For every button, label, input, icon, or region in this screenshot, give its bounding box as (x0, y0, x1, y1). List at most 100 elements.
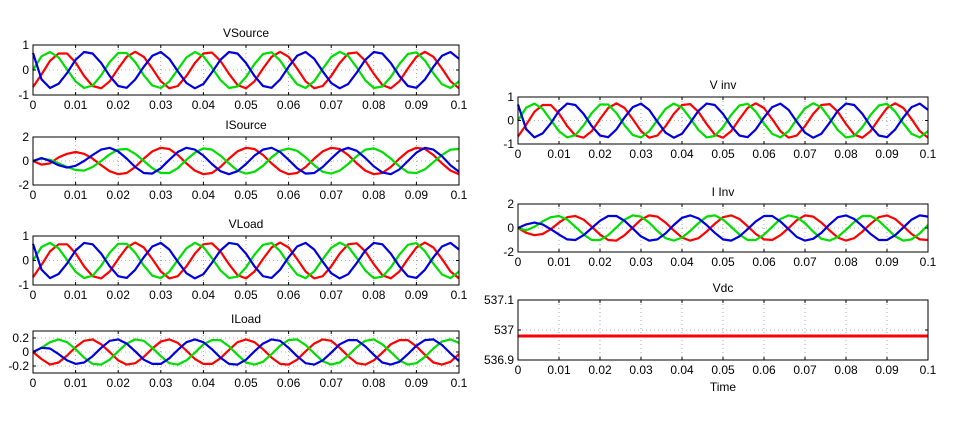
vload-x-tick-label: 0.01 (64, 288, 88, 302)
chart-vload: 0 0.01 0.02 0.03 0.04 0.05 0.06 0.07 0.08 0.09 0.1… (18, 217, 467, 302)
isource-y-tick-label: -2 (18, 178, 29, 192)
vinv-x-tick-label: 0.06 (752, 147, 776, 161)
iinv-x-tick-label: 0.08 (834, 255, 858, 269)
vinv-series-3-line (516, 102, 929, 139)
iinv-x-tick-label: 0.09 (875, 255, 899, 269)
isource-x-tick-label: 0.07 (320, 188, 344, 202)
vsource-x-tick-label: 0.07 (320, 98, 344, 112)
vdc-title: Vdc (713, 281, 734, 295)
vsource-x-tick-label: 0.05 (234, 98, 258, 112)
chart-vinv: 0 0.01 0.02 0.03 0.04 0.05 0.06 0.07 0.08 0.09 0.1… (503, 78, 936, 161)
isource-title: ISource (225, 118, 267, 132)
vinv-x-tick-label: 0.07 (793, 147, 817, 161)
vload-x-tick-label: 0.04 (192, 288, 216, 302)
iinv-series-1-line (517, 214, 929, 242)
vinv-y-tick-label: 1 (507, 90, 514, 104)
vinv-y-tick-label: -1 (503, 137, 514, 151)
vload-x-tick-label: 0.05 (234, 288, 258, 302)
vsource-x-tick-label: 0.08 (362, 98, 386, 112)
iload-x-tick-label: 0.03 (149, 376, 173, 390)
vsource-y-tick-label: -1 (18, 88, 29, 102)
vsource-x-tick-label: 0.06 (277, 98, 301, 112)
vsource-y-tick-label: 0 (22, 63, 29, 77)
chart-vsource: 0 0.01 0.02 0.03 0.04 0.05 0.06 0.07 0.08 0.09 0.1… (18, 26, 467, 112)
vsource-x-tick-label: 0.04 (192, 98, 216, 112)
iinv-y-tick-label: -2 (503, 245, 514, 259)
isource-series-1-line (32, 146, 460, 176)
iinv-x-tick-label: 0.02 (588, 255, 612, 269)
iload-y-tick-label: 0 (22, 345, 29, 359)
vdc-x-tick-label: 0 (515, 363, 522, 377)
isource-series-3-line (32, 146, 460, 176)
vsource-series-1-line (32, 50, 460, 90)
isource-x-tick-label: 0.08 (362, 188, 386, 202)
iload-y-tick-label: -0.2 (8, 359, 29, 373)
vinv-x-tick-label: 0.08 (834, 147, 858, 161)
iinv-x-tick-label: 0.07 (793, 255, 817, 269)
vdc-x-axis-label: Time (710, 380, 737, 394)
vdc-x-tick-label: 0.05 (711, 363, 735, 377)
iinv-title: I Inv (712, 185, 735, 199)
iinv-y-tick-label: 2 (507, 197, 514, 211)
vdc-x-tick-label: 0.01 (547, 363, 571, 377)
vsource-x-tick-label: 0 (30, 98, 37, 112)
vload-x-tick-label: 0.08 (362, 288, 386, 302)
isource-series-2-line (32, 147, 460, 175)
iload-series-3-line (32, 338, 460, 366)
vload-x-tick-label: 0.1 (451, 288, 468, 302)
vload-x-tick-label: 0.07 (320, 288, 344, 302)
isource-y-tick-label: 0 (22, 154, 29, 168)
vsource-x-tick-label: 0.01 (64, 98, 88, 112)
vsource-x-tick-label: 0.1 (451, 98, 468, 112)
iload-x-tick-label: 0.09 (405, 376, 429, 390)
iinv-x-tick-label: 0.06 (752, 255, 776, 269)
isource-y-tick-label: 2 (22, 130, 29, 144)
iinv-x-tick-label: 0.04 (670, 255, 694, 269)
vload-x-tick-label: 0 (30, 288, 37, 302)
vinv-title: V inv (710, 78, 737, 92)
iload-x-tick-label: 0.01 (64, 376, 88, 390)
iinv-x-tick-label: 0.03 (629, 255, 653, 269)
vload-y-tick-label: 1 (22, 229, 29, 243)
vinv-x-tick-label: 0.02 (588, 147, 612, 161)
iload-x-tick-label: 0.04 (192, 376, 216, 390)
vdc-y-tick-label: 537.1 (484, 293, 514, 307)
vdc-x-tick-label: 0.04 (670, 363, 694, 377)
vdc-x-tick-label: 0.09 (875, 363, 899, 377)
isource-x-tick-label: 0.03 (149, 188, 173, 202)
isource-x-tick-label: 0 (30, 188, 37, 202)
vload-y-tick-label: -1 (18, 278, 29, 292)
isource-x-tick-label: 0.06 (277, 188, 301, 202)
vload-title: VLoad (229, 217, 264, 231)
vload-x-tick-label: 0.03 (149, 288, 173, 302)
iinv-series-2-line (517, 214, 929, 242)
isource-x-tick-label: 0.09 (405, 188, 429, 202)
iload-y-tick-label: 0.2 (12, 331, 29, 345)
vdc-x-tick-label: 0.03 (629, 363, 653, 377)
vload-series-3-line (31, 241, 460, 280)
vload-series-2-line (32, 241, 460, 280)
vsource-series-3-line (31, 50, 460, 90)
isource-x-tick-label: 0.04 (192, 188, 216, 202)
vinv-x-tick-label: 0.09 (875, 147, 899, 161)
iload-series-2-line (32, 338, 460, 366)
iload-x-tick-label: 0.05 (234, 376, 258, 390)
vinv-x-tick-label: 0.03 (629, 147, 653, 161)
iload-x-tick-label: 0.06 (277, 376, 301, 390)
isource-x-tick-label: 0.1 (451, 188, 468, 202)
iload-x-tick-label: 0.07 (320, 376, 344, 390)
iinv-x-tick-label: 0.1 (920, 255, 937, 269)
vinv-x-tick-label: 0.1 (920, 147, 937, 161)
iinv-y-tick-label: 0 (507, 221, 514, 235)
vsource-x-tick-label: 0.03 (149, 98, 173, 112)
iinv-x-tick-label: 0.05 (711, 255, 735, 269)
iinv-x-tick-label: 0.01 (547, 255, 571, 269)
vdc-x-tick-label: 0.02 (588, 363, 612, 377)
vinv-series-1-line (517, 102, 929, 139)
vdc-y-tick-label: 537 (494, 323, 514, 337)
vsource-y-tick-label: 1 (22, 38, 29, 52)
vinv-y-tick-label: 0 (507, 114, 514, 128)
iload-title: ILoad (231, 312, 261, 326)
iload-x-tick-label: 0.1 (451, 376, 468, 390)
